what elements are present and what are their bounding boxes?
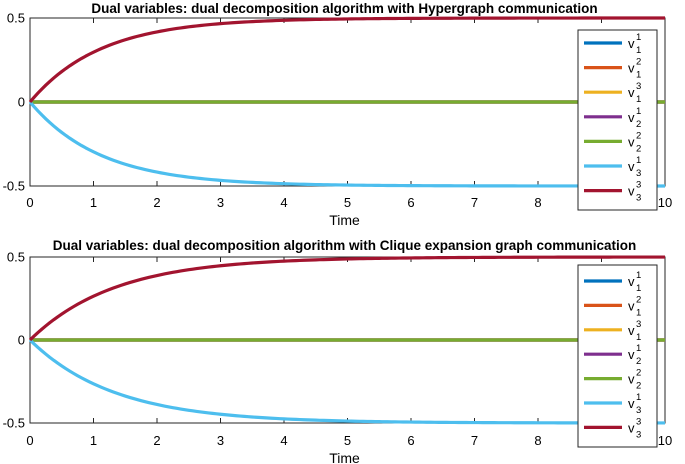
legend-label-superscript: 1 [636, 392, 641, 403]
y-tick-label: 0.5 [7, 11, 25, 26]
chart-panel-1: Dual variables: dual decomposition algor… [3, 1, 673, 228]
legend-label: v [628, 61, 635, 76]
legend-label-superscript: 2 [636, 57, 641, 68]
legend-label-subscript: 3 [636, 168, 641, 179]
x-tick-label: 7 [471, 195, 478, 210]
x-tick-label: 5 [344, 433, 351, 448]
legend-label-subscript: 1 [636, 332, 641, 343]
legend-box [577, 264, 658, 448]
y-tick-label: 0 [18, 95, 25, 110]
legend-label-subscript: 1 [636, 94, 641, 105]
x-tick-label: 10 [658, 195, 672, 210]
x-tick-label: 6 [407, 433, 414, 448]
y-tick-label: 0.5 [7, 250, 25, 265]
legend-label-subscript: 3 [636, 193, 641, 204]
legend-label-superscript: 1 [636, 155, 641, 166]
legend-label: v [628, 372, 635, 387]
legend-label-subscript: 2 [636, 143, 641, 154]
x-tick-label: 1 [90, 433, 97, 448]
legend-label-superscript: 3 [636, 180, 641, 191]
legend-label-subscript: 3 [636, 429, 641, 440]
y-tick-label: 0 [18, 333, 25, 348]
x-tick-label: 4 [280, 195, 287, 210]
x-tick-label: 2 [153, 195, 160, 210]
series-line-v3-1 [28, 100, 665, 188]
legend-label: v [628, 134, 635, 149]
legend-label-subscript: 3 [636, 405, 641, 416]
legend-label-superscript: 1 [636, 343, 641, 354]
legend-label: v [628, 298, 635, 313]
x-axis-label: Time [329, 212, 360, 228]
x-tick-label: 4 [280, 433, 287, 448]
x-tick-label: 6 [407, 195, 414, 210]
x-tick-label: 8 [534, 195, 541, 210]
chart-title: Dual variables: dual decomposition algor… [91, 1, 597, 16]
legend-label-superscript: 1 [636, 32, 641, 43]
x-tick-label: 0 [26, 195, 33, 210]
legend-label-superscript: 2 [636, 130, 641, 141]
x-axis-label: Time [329, 450, 360, 464]
legend-label: v [628, 85, 635, 100]
legend-label-superscript: 1 [636, 106, 641, 117]
series-line-v3-1 [28, 338, 665, 425]
x-tick-label: 5 [344, 195, 351, 210]
legend-label-subscript: 2 [636, 119, 641, 130]
legend-label: v [628, 36, 635, 51]
legend-box [577, 29, 658, 211]
legend: v 11v 21v 31v 12v 22v 13v 33 [577, 264, 658, 448]
x-tick-label: 1 [90, 195, 97, 210]
legend-label-subscript: 1 [636, 283, 641, 294]
legend-label-subscript: 2 [636, 356, 641, 367]
x-tick-label: 7 [471, 433, 478, 448]
legend-label-superscript: 3 [636, 416, 641, 427]
y-tick-label: -0.5 [3, 416, 25, 431]
legend-label-superscript: 1 [636, 270, 641, 281]
legend-label-superscript: 3 [636, 81, 641, 92]
x-tick-label: 3 [217, 195, 224, 210]
legend-label-superscript: 3 [636, 319, 641, 330]
x-tick-label: 3 [217, 433, 224, 448]
legend-label-subscript: 1 [636, 45, 641, 56]
chart-title: Dual variables: dual decomposition algor… [53, 238, 637, 253]
chart-panel-2: Dual variables: dual decomposition algor… [3, 238, 673, 464]
legend-label-subscript: 1 [636, 307, 641, 318]
x-tick-label: 2 [153, 433, 160, 448]
legend-label-superscript: 2 [636, 294, 641, 305]
series-line-v3-3 [28, 16, 665, 104]
legend-label-subscript: 1 [636, 70, 641, 81]
legend-label: v [628, 110, 635, 125]
legend-label: v [628, 396, 635, 411]
x-tick-label: 0 [26, 433, 33, 448]
legend-label: v [628, 184, 635, 199]
y-tick-label: -0.5 [3, 179, 25, 194]
legend-label: v [628, 420, 635, 435]
x-tick-label: 10 [658, 433, 672, 448]
legend-label: v [628, 323, 635, 338]
legend-label: v [628, 347, 635, 362]
x-tick-label: 8 [534, 433, 541, 448]
legend: v 11v 21v 31v 12v 22v 13v 33 [577, 29, 658, 211]
legend-label-superscript: 2 [636, 368, 641, 379]
series-line-v3-3 [28, 255, 665, 342]
legend-label-subscript: 2 [636, 381, 641, 392]
legend-label: v [628, 274, 635, 289]
legend-label: v [628, 159, 635, 174]
